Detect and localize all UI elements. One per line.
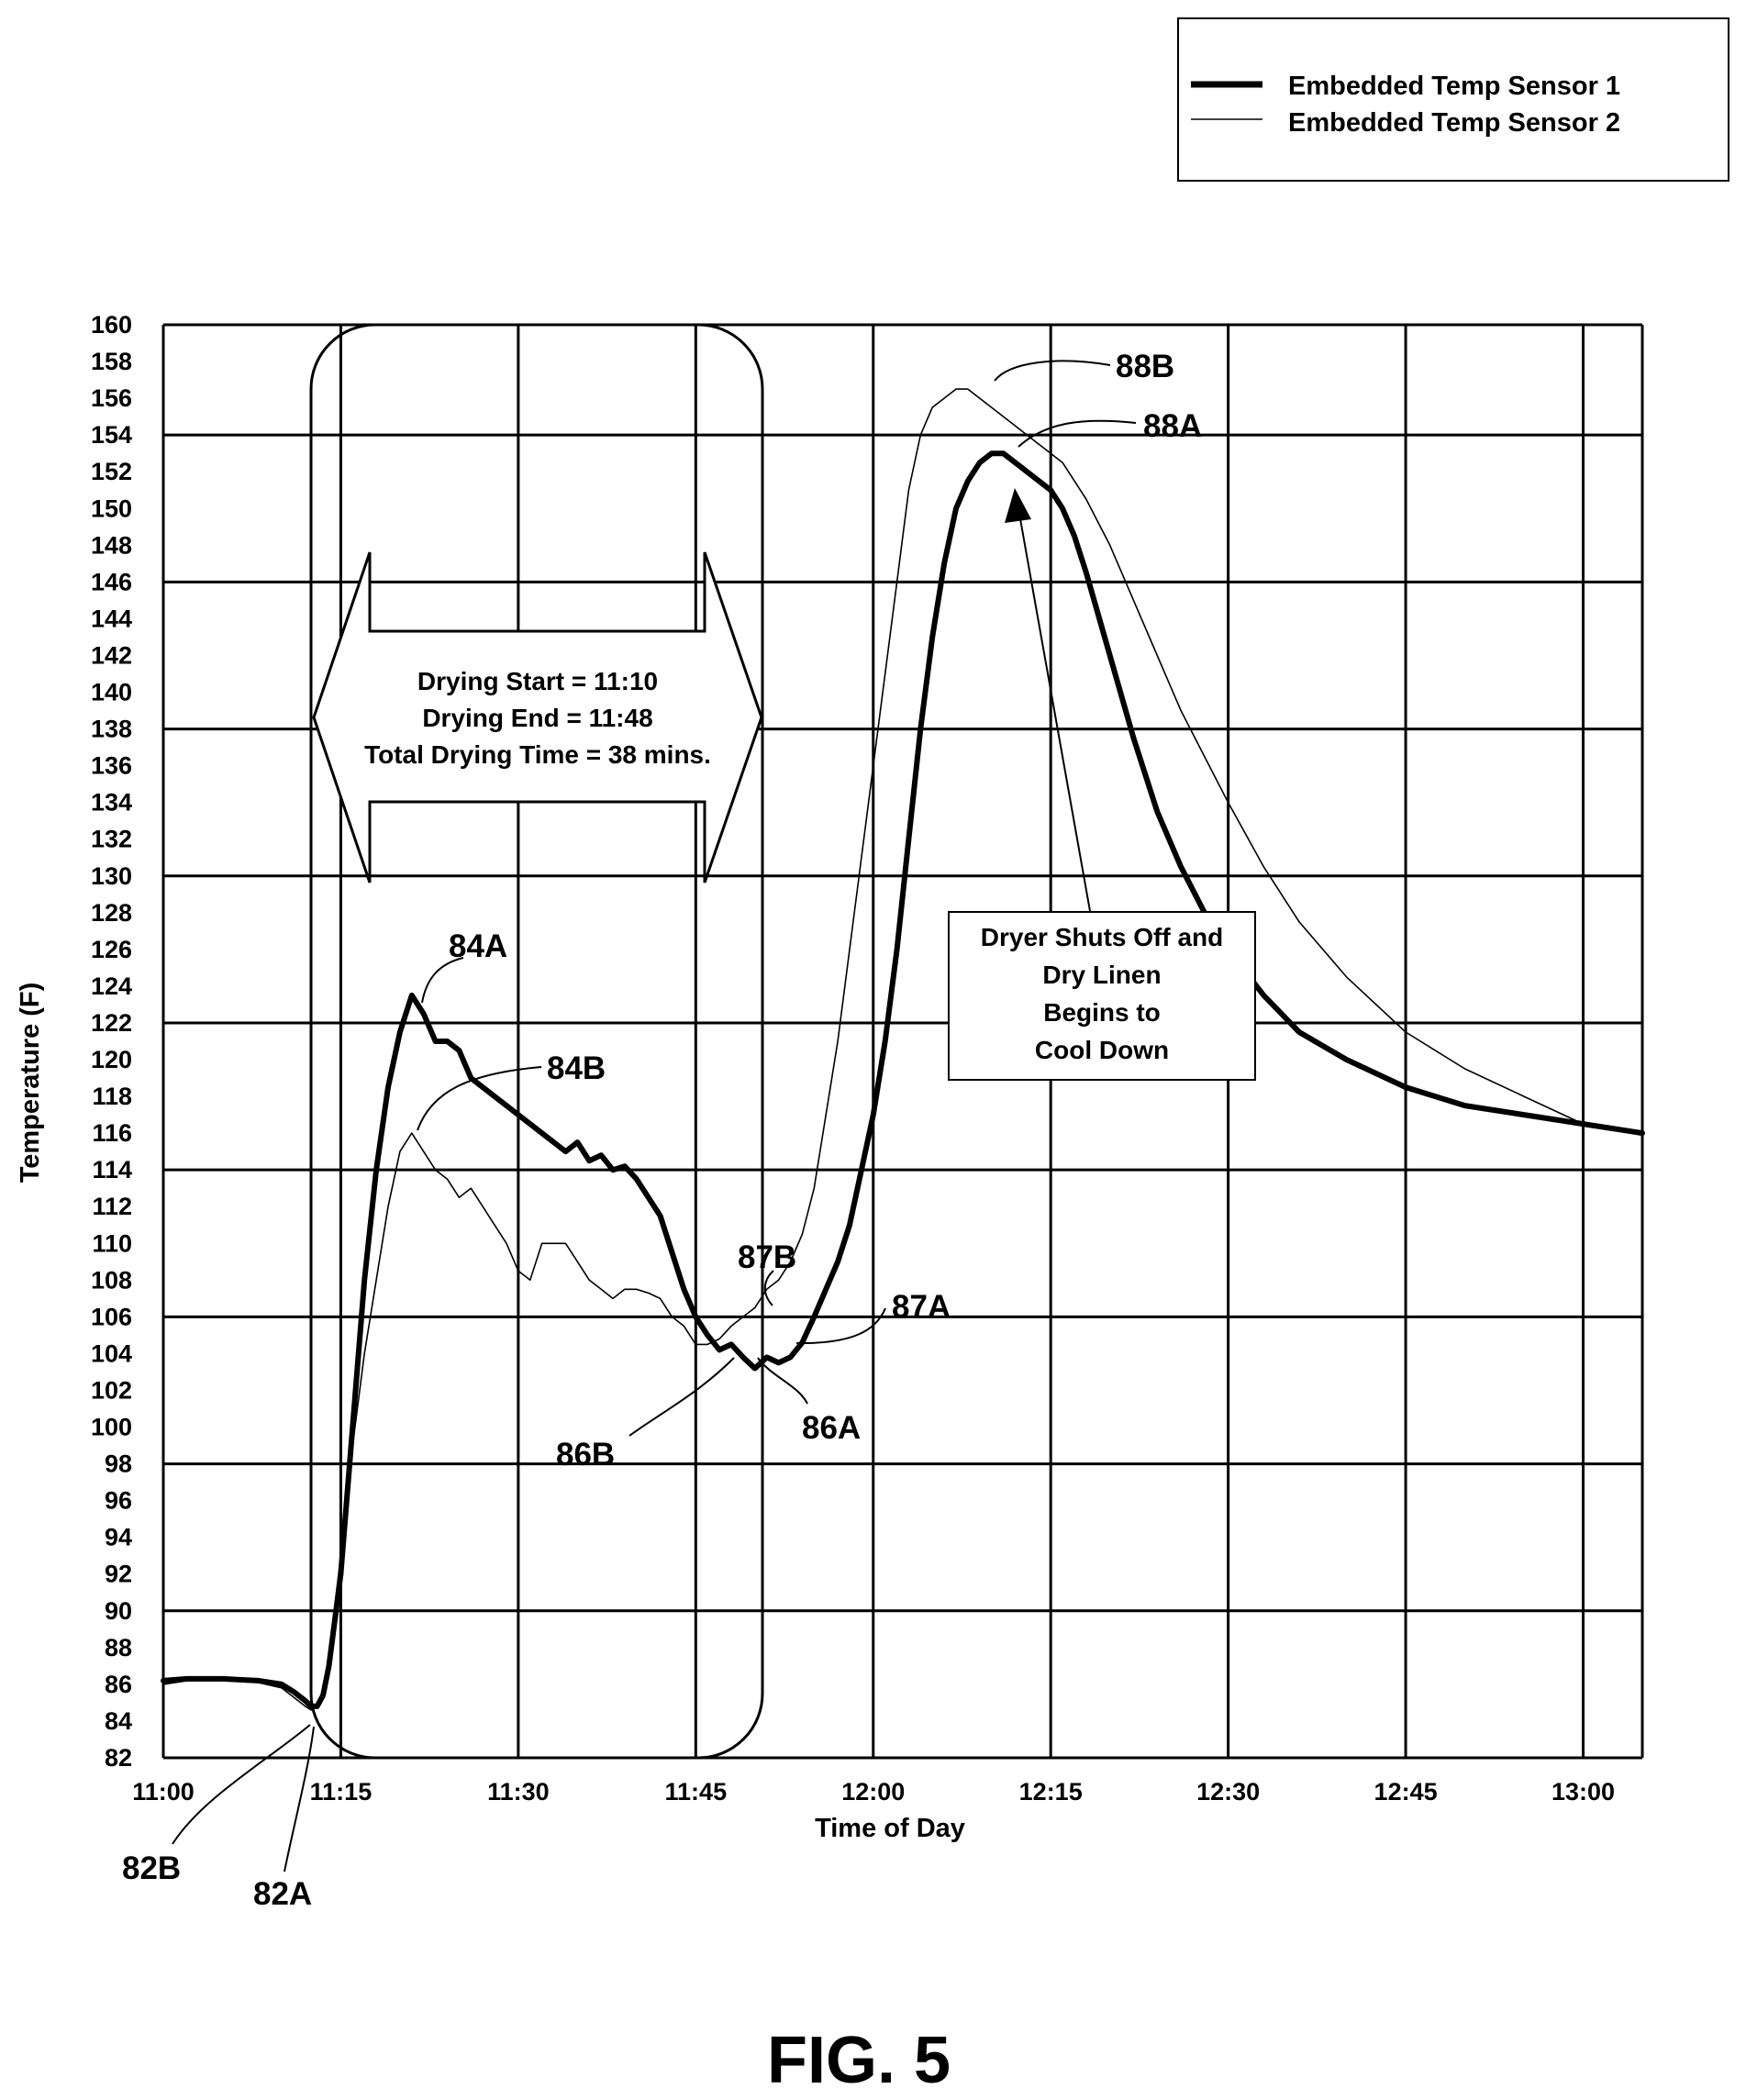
x-tick-7: 12:45 xyxy=(1374,1778,1438,1806)
leader-88a xyxy=(1018,419,1137,448)
y-tick-112: 112 xyxy=(92,1193,132,1220)
label-87b: 87B xyxy=(738,1239,796,1275)
y-tick-146: 146 xyxy=(91,568,132,595)
dryer-note-line-3: Begins to xyxy=(1043,998,1161,1027)
x-tick-5: 12:15 xyxy=(1019,1778,1083,1806)
leader-84b xyxy=(417,1066,542,1131)
leader-82a xyxy=(284,1726,315,1872)
drying-end-text: Drying End = 11:48 xyxy=(422,704,652,732)
x-tick-labels: 11:00 11:15 11:30 11:45 12:00 12:15 12:30 12:45… xyxy=(132,1778,1615,1806)
total-drying-time-text: Total Drying Time = 38 mins. xyxy=(364,740,711,769)
y-tick-142: 142 xyxy=(91,641,132,669)
drying-window-frame xyxy=(309,323,764,1760)
y-tick-98: 98 xyxy=(105,1450,132,1478)
label-86a: 86A xyxy=(802,1410,861,1446)
x-tick-2: 11:30 xyxy=(487,1778,550,1806)
y-tick-116: 116 xyxy=(92,1119,132,1147)
label-84a: 84A xyxy=(449,928,507,964)
y-tick-86: 86 xyxy=(105,1671,132,1698)
leader-lines xyxy=(172,360,1137,1872)
leader-87b xyxy=(763,1270,774,1306)
legend-box xyxy=(1177,17,1729,182)
figure-label: FIG. 5 xyxy=(767,2024,951,2097)
x-tick-4: 12:00 xyxy=(841,1778,905,1806)
drying-double-arrow xyxy=(312,551,763,883)
y-tick-122: 122 xyxy=(91,1009,132,1037)
legend-label-sensor-2: Embedded Temp Sensor 2 xyxy=(1288,108,1620,138)
y-tick-130: 130 xyxy=(91,862,132,890)
x-tick-8: 13:00 xyxy=(1551,1778,1615,1806)
y-tick-88: 88 xyxy=(105,1634,132,1661)
y-tick-92: 92 xyxy=(105,1561,132,1588)
y-tick-82: 82 xyxy=(105,1744,132,1772)
dryer-note-arrow-line xyxy=(1018,513,1091,912)
dryer-note-box xyxy=(948,911,1256,1081)
y-tick-124: 124 xyxy=(91,972,132,1000)
y-tick-152: 152 xyxy=(91,458,132,485)
leader-86a xyxy=(757,1357,808,1405)
leader-88b xyxy=(994,360,1111,382)
y-tick-158: 158 xyxy=(91,348,132,375)
dryer-note-line-1: Dryer Shuts Off and xyxy=(981,923,1223,951)
drying-start-text: Drying Start = 11:10 xyxy=(417,667,658,695)
y-tick-104: 104 xyxy=(91,1339,132,1367)
y-tick-96: 96 xyxy=(105,1487,132,1515)
y-tick-132: 132 xyxy=(91,826,132,853)
y-tick-156: 156 xyxy=(91,384,132,412)
label-84b: 84B xyxy=(547,1050,606,1086)
y-tick-102: 102 xyxy=(91,1376,132,1404)
x-tick-0: 11:00 xyxy=(132,1778,195,1806)
dryer-note-line-4: Cool Down xyxy=(1035,1036,1169,1064)
series-lines xyxy=(161,388,1645,1711)
label-88a: 88A xyxy=(1143,408,1202,444)
y-tick-134: 134 xyxy=(91,789,132,817)
y-axis-label: Temperature (F) xyxy=(16,983,45,1183)
y-tick-160: 160 xyxy=(91,311,132,339)
y-tick-128: 128 xyxy=(91,899,132,927)
y-tick-140: 140 xyxy=(91,679,132,706)
y-tick-94: 94 xyxy=(105,1524,132,1551)
y-tick-144: 144 xyxy=(91,605,132,632)
y-tick-148: 148 xyxy=(91,531,132,559)
series-line-sensor-1 xyxy=(161,450,1645,1709)
x-tick-3: 11:45 xyxy=(665,1778,728,1806)
y-tick-126: 126 xyxy=(91,936,132,963)
y-tick-138: 138 xyxy=(91,716,132,743)
y-tick-136: 136 xyxy=(91,752,132,780)
y-tick-labels: 82 84 86 88 90 92 94 96 98 100 102 104 106 108 110 112 1… xyxy=(91,311,132,1772)
y-tick-118: 118 xyxy=(92,1083,132,1110)
label-88b: 88B xyxy=(1116,349,1174,384)
label-82a: 82A xyxy=(253,1876,312,1912)
y-tick-108: 108 xyxy=(91,1266,132,1294)
y-tick-84: 84 xyxy=(105,1707,132,1735)
label-87a: 87A xyxy=(892,1289,951,1325)
series-line-sensor-2 xyxy=(162,388,1643,1711)
y-tick-154: 154 xyxy=(91,421,132,449)
label-82b: 82B xyxy=(122,1850,181,1886)
y-tick-120: 120 xyxy=(91,1046,132,1073)
y-tick-106: 106 xyxy=(91,1303,132,1330)
y-tick-114: 114 xyxy=(92,1156,132,1183)
leader-84a xyxy=(421,957,464,1004)
x-tick-6: 12:30 xyxy=(1196,1778,1260,1806)
leader-86b xyxy=(628,1357,735,1437)
leader-87a xyxy=(795,1307,886,1345)
legend-label-sensor-1: Embedded Temp Sensor 1 xyxy=(1288,72,1620,101)
leader-82b xyxy=(172,1724,311,1845)
y-tick-150: 150 xyxy=(91,494,132,522)
x-tick-1: 11:15 xyxy=(310,1778,373,1806)
y-tick-90: 90 xyxy=(105,1597,132,1625)
dryer-note-line-2: Dry Linen xyxy=(1042,961,1161,989)
x-axis-label: Time of Day xyxy=(815,1814,965,1843)
y-tick-110: 110 xyxy=(92,1229,132,1257)
label-86b: 86B xyxy=(556,1437,615,1472)
y-tick-100: 100 xyxy=(91,1414,132,1441)
dryer-note-arrow-head xyxy=(1005,488,1031,523)
legend: Embedded Temp Sensor 1 Embedded Temp Sen… xyxy=(1177,17,1729,182)
